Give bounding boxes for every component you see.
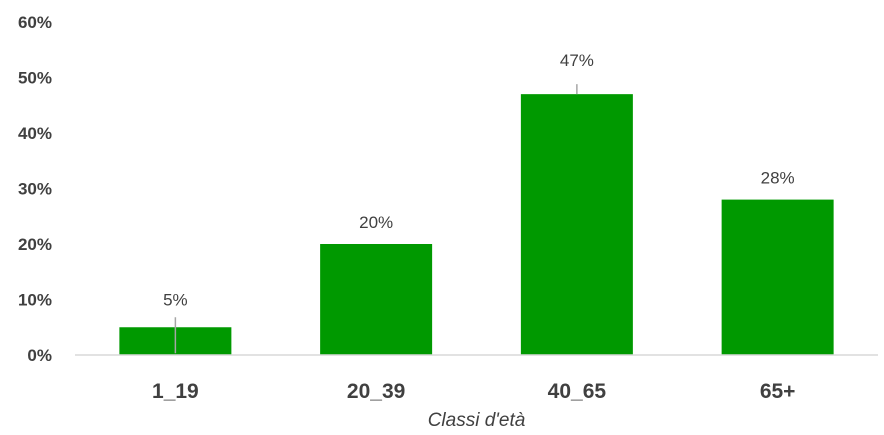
x-axis-title: Classi d'età (428, 410, 526, 430)
y-tick-label: 0% (27, 346, 52, 365)
data-label: 28% (761, 169, 795, 188)
y-tick-label: 10% (18, 291, 52, 310)
x-tick-label: 65+ (760, 380, 796, 403)
data-label: 20% (359, 213, 393, 232)
data-label: 47% (560, 51, 594, 70)
bar (721, 199, 834, 355)
y-tick-label: 60% (18, 13, 52, 32)
y-tick-label: 30% (18, 180, 52, 199)
x-tick-label: 20_39 (347, 380, 405, 403)
y-tick-label: 40% (18, 124, 52, 143)
data-label: 5% (163, 290, 188, 309)
x-tick-label: 40_65 (548, 380, 607, 403)
bars (119, 94, 834, 356)
y-tick-label: 50% (18, 69, 52, 88)
x-tick-label: 1_19 (152, 380, 199, 403)
y-axis: 0% 10% 20% 30% 40% 50% 60% (18, 13, 52, 365)
bar (320, 244, 433, 355)
x-axis: 1_19 20_39 40_65 65+ (152, 380, 795, 403)
y-tick-label: 20% (18, 235, 52, 254)
data-labels: 5% 20% 47% 28% (163, 51, 795, 354)
bar (520, 94, 633, 356)
